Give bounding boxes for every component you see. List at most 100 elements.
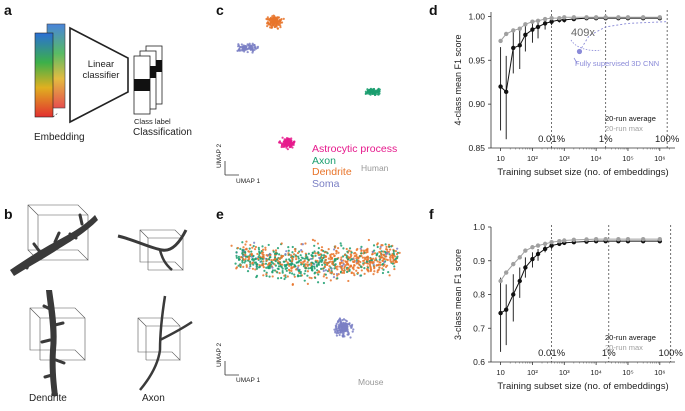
data-point <box>511 45 516 51</box>
data-point <box>625 15 631 20</box>
data-point <box>562 238 567 243</box>
data-point <box>517 255 522 260</box>
cell-type-legend: Astrocytic process Axon Dendrite Soma <box>312 143 397 190</box>
data-point <box>498 84 503 89</box>
legend-avg: 20-run average <box>605 333 656 342</box>
data-point <box>503 307 509 312</box>
data-point <box>517 26 522 31</box>
cluster-astro-human <box>278 136 296 151</box>
series-line <box>500 238 660 282</box>
data-point <box>557 15 562 21</box>
class-label-icon <box>133 45 163 115</box>
species-human-label: Human <box>361 163 389 173</box>
cnn-annotation: Fully supervised 3D CNN <box>575 59 659 68</box>
data-point <box>549 19 554 24</box>
y-tick-label: 0.90 <box>468 99 485 109</box>
data-point <box>511 292 516 297</box>
chart-d: 0.85 0.90 0.95 1.00 10 10² 10³ 10⁴ 10⁵ 10⁶ 4-class… <box>453 10 680 178</box>
data-point <box>535 24 541 30</box>
y-tick-label: 0.7 <box>473 323 485 333</box>
umap-c-xlabel: UMAP 1 <box>236 178 261 185</box>
cluster-mixed-mouse <box>230 238 401 286</box>
x-tick-label: 10 <box>496 154 504 163</box>
percent-marker-label: 1% <box>602 348 616 359</box>
data-point <box>530 245 535 250</box>
panel-b-morphology <box>10 204 193 396</box>
axon-render-top <box>117 229 188 271</box>
cluster-soma-mouse <box>333 317 355 339</box>
classification-label: Classification <box>133 127 192 138</box>
x-tick-label: 10² <box>527 154 538 163</box>
x-tick-label: 10⁶ <box>654 368 665 377</box>
panel-letter-a: a <box>4 2 12 18</box>
data-point <box>584 237 589 242</box>
x-tick-label: 10 <box>496 368 504 377</box>
axon-label: Axon <box>142 393 165 404</box>
data-point <box>503 270 509 275</box>
data-point <box>640 236 646 242</box>
data-point <box>523 22 528 27</box>
data-point <box>640 15 646 20</box>
cluster-axon-human <box>364 87 381 97</box>
classifier-label-line1: Linear <box>87 59 115 70</box>
data-point <box>616 236 621 242</box>
data-point <box>571 15 577 20</box>
data-point <box>498 310 503 316</box>
percent-marker-label: 0.01% <box>538 134 565 145</box>
data-point <box>498 38 503 44</box>
data-point <box>523 248 528 253</box>
y-tick-label: 0.85 <box>468 143 485 153</box>
data-point <box>576 48 583 55</box>
data-point <box>593 236 599 242</box>
data-point <box>542 246 548 252</box>
legend-max: 20-run max <box>605 124 643 133</box>
umap-e-axes <box>224 361 239 376</box>
legend-soma: Soma <box>312 177 340 190</box>
species-mouse-label: Mouse <box>358 377 384 387</box>
panel-letter-c: c <box>216 2 224 18</box>
dendrite-render-bottom <box>29 290 86 396</box>
series-line <box>579 21 668 52</box>
data-point <box>535 251 541 257</box>
x-axis-label: Training subset size (no. of embeddings) <box>497 167 668 178</box>
legend-dendrite: Dendrite <box>312 166 352 178</box>
x-tick-label: 10³ <box>559 368 570 377</box>
y-tick-label: 1.00 <box>468 11 485 21</box>
y-axis-label: 4-class mean F1 score <box>453 34 463 125</box>
data-point <box>657 15 663 20</box>
y-tick-label: 0.95 <box>468 55 485 65</box>
y-tick-label: 1.0 <box>473 222 485 232</box>
legend-max: 20-run max <box>605 343 643 352</box>
chart-f: 0.6 0.7 0.8 0.9 1.0 10 10² 10³ 10⁴ 10⁵ 10⁶ 3-class … <box>453 222 683 392</box>
data-point <box>616 15 621 20</box>
umap-e-xlabel: UMAP 1 <box>236 377 261 384</box>
fold-annotation: 409x <box>571 27 595 39</box>
percent-marker-label: 1% <box>599 134 613 145</box>
data-point <box>511 28 516 33</box>
y-tick-label: 0.6 <box>473 357 485 367</box>
data-point <box>584 15 589 20</box>
data-point <box>549 243 554 248</box>
annotation-arrow <box>570 39 602 51</box>
data-point <box>498 278 503 284</box>
y-tick-label: 0.9 <box>473 256 485 266</box>
x-tick-label: 10⁵ <box>622 154 633 163</box>
dendrite-render-top <box>10 204 98 276</box>
classifier-label-line2: classifier <box>82 70 120 81</box>
y-tick-label: 0.8 <box>473 290 485 300</box>
data-point <box>530 19 535 24</box>
data-point <box>535 243 541 248</box>
data-point <box>603 15 608 20</box>
linear-classifier-shape <box>69 26 129 124</box>
panel-letter-f: f <box>429 206 434 222</box>
umap-mouse-plot <box>224 238 401 376</box>
data-point <box>657 236 663 242</box>
y-axis-label: 3-class mean F1 score <box>453 249 463 340</box>
cnn-pointer <box>573 57 578 64</box>
cluster-dendrite-human <box>265 14 285 30</box>
series-fully-supervised-3d-cnn <box>576 21 668 55</box>
data-point <box>503 31 509 37</box>
umap-human-plot <box>224 14 381 176</box>
x-tick-label: 10⁵ <box>622 368 633 377</box>
data-point <box>542 16 548 22</box>
